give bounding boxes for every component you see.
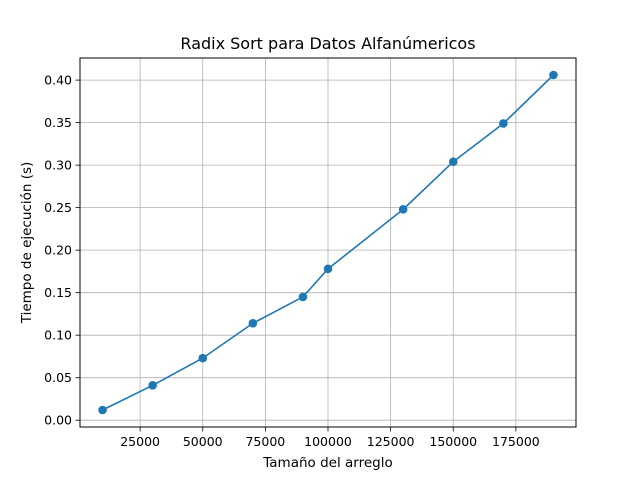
y-tick-label: 0.00 bbox=[44, 413, 72, 428]
y-axis-label: Tiempo de ejecución (s) bbox=[19, 162, 35, 325]
x-tick-label: 150000 bbox=[429, 434, 477, 449]
x-axis-ticks: 25000 50000 75000 100000 125000 150000 175000 bbox=[120, 427, 540, 449]
y-axis-ticks: 0.00 0.05 0.10 0.15 0.20 0.25 0.30 0.35 0.40 bbox=[44, 73, 80, 428]
data-point bbox=[198, 353, 208, 363]
data-point bbox=[398, 205, 408, 214]
data-point bbox=[499, 119, 508, 128]
y-tick-label: 0.25 bbox=[44, 200, 72, 215]
y-tick-label: 0.35 bbox=[44, 115, 72, 130]
data-point bbox=[98, 405, 107, 415]
y-tick-label: 0.05 bbox=[44, 370, 72, 385]
series-layer bbox=[98, 70, 558, 415]
x-tick-label: 75000 bbox=[245, 434, 285, 449]
x-tick-label: 175000 bbox=[492, 434, 540, 449]
x-tick-label: 100000 bbox=[304, 434, 352, 449]
chart-title: Radix Sort para Datos Alfanúmericos bbox=[180, 34, 475, 53]
y-tick-label: 0.30 bbox=[44, 158, 72, 173]
data-point bbox=[549, 70, 558, 80]
series-line bbox=[102, 74, 555, 411]
grid bbox=[80, 58, 576, 427]
x-axis-label: Tamaño del arreglo bbox=[262, 455, 392, 471]
data-point bbox=[323, 264, 333, 274]
data-point bbox=[298, 292, 308, 302]
data-point bbox=[448, 157, 458, 167]
y-tick-label: 0.40 bbox=[44, 73, 72, 88]
y-tick-label: 0.10 bbox=[44, 328, 72, 343]
data-point bbox=[148, 381, 157, 390]
y-tick-label: 0.20 bbox=[44, 243, 72, 258]
y-tick-label: 0.15 bbox=[44, 285, 72, 300]
x-tick-label: 25000 bbox=[120, 434, 160, 449]
x-tick-label: 50000 bbox=[183, 434, 223, 449]
x-tick-label: 125000 bbox=[367, 434, 415, 449]
data-point bbox=[248, 318, 258, 328]
